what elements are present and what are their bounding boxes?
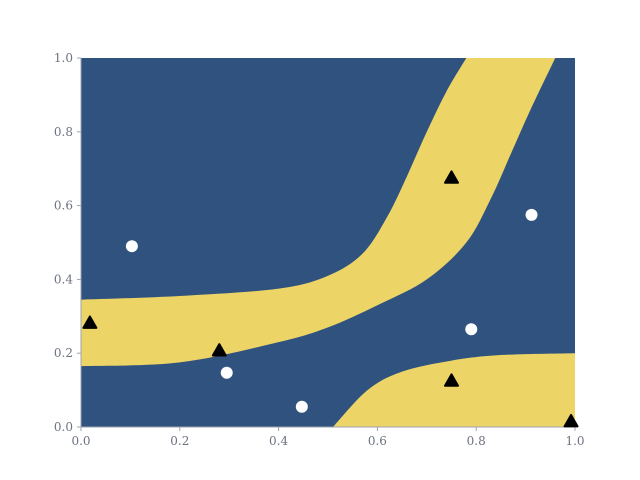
x-tick-label: 0.2 <box>170 434 189 448</box>
x-tick-label: 1.0 <box>565 434 584 448</box>
x-tick-label: 0.8 <box>467 434 486 448</box>
y-tick-label: 0.0 <box>54 420 73 434</box>
circle-point <box>465 323 478 336</box>
triangle-point <box>563 413 579 428</box>
triangle-point <box>444 373 459 387</box>
decision-region-1 <box>81 58 556 367</box>
x-tick-label: 0.0 <box>71 434 90 448</box>
circle-point <box>295 400 308 413</box>
x-axis-ticks: 0.0 0.2 0.4 0.6 0.8 1.0 <box>71 427 585 448</box>
decision-region-2 <box>332 353 575 427</box>
x-tick-label: 0.4 <box>269 434 288 448</box>
triangle-point <box>211 343 227 357</box>
y-axis-ticks: 0.0 0.2 0.4 0.6 0.8 1.0 <box>54 51 81 434</box>
y-tick-label: 0.2 <box>54 346 73 360</box>
triangle-point <box>444 170 459 184</box>
circle-point <box>525 208 538 221</box>
y-tick-label: 0.8 <box>54 125 73 139</box>
x-tick-label: 0.6 <box>368 434 387 448</box>
y-tick-label: 1.0 <box>54 51 73 65</box>
y-tick-label: 0.6 <box>54 199 73 213</box>
triangle-point <box>82 315 98 329</box>
circle-point <box>220 366 233 379</box>
axes <box>80 58 575 428</box>
y-tick-label: 0.4 <box>54 272 73 286</box>
data-markers <box>82 170 579 428</box>
circle-point <box>125 240 138 253</box>
plot-area <box>81 58 575 427</box>
